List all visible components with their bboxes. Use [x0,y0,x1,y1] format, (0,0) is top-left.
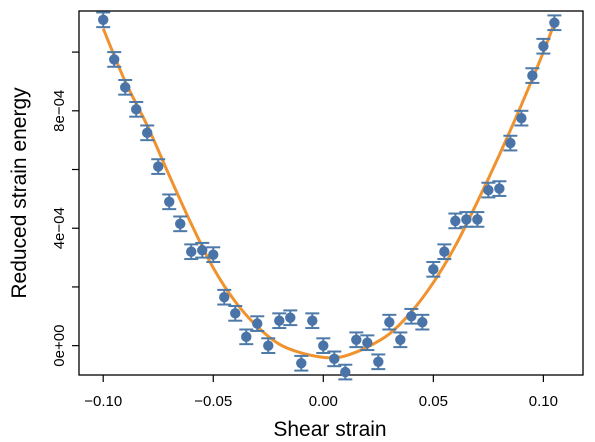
data-point [318,340,329,351]
x-tick-label: 0.05 [419,393,448,410]
data-point [131,104,142,115]
data-point [230,308,241,319]
x-tick-label: −0.05 [194,393,232,410]
data-point [527,70,538,81]
data-point [120,82,131,93]
data-point [109,54,120,65]
data-point [406,311,417,322]
data-point [296,358,307,369]
x-tick-label: 0.00 [309,393,338,410]
error-bars-layer [96,11,562,381]
data-point [483,184,494,196]
data-point [252,318,263,329]
data-point [186,246,197,257]
data-point [538,41,549,52]
data-point [307,315,318,326]
data-point [351,334,362,345]
data-point [428,264,439,275]
data-point [329,353,340,365]
y-tick-label: 0e+00 [51,325,68,367]
data-point [461,214,472,225]
data-point [164,196,175,208]
data-point [208,249,219,260]
data-point [241,331,252,343]
y-tick-label: 8e−04 [51,90,68,132]
data-point [98,14,109,26]
data-point [549,17,560,28]
data-point [263,340,274,351]
y-axis-ticks: 0e+00 4e−04 8e−04 [51,51,79,367]
x-axis-title: Shear strain [273,418,386,441]
plot-frame [78,10,584,376]
y-tick-label: 4e−04 [51,207,68,249]
data-point [219,292,230,303]
data-point [439,246,450,257]
data-point [472,214,483,225]
data-point [175,218,186,230]
data-point [505,137,516,149]
x-axis-ticks: −0.10 −0.05 0.00 0.05 0.10 [84,375,558,410]
data-point [395,334,406,345]
data-point [417,316,428,328]
data-points-layer [98,14,560,378]
x-tick-label: −0.10 [84,393,122,410]
data-point [384,316,395,328]
data-point [274,315,285,326]
data-point [373,356,384,367]
data-point [516,112,527,124]
y-axis-title: Reduced strain energy [8,87,31,299]
data-point [362,337,373,348]
x-tick-label: 0.10 [529,393,558,410]
data-point [340,366,351,378]
data-point [494,183,505,194]
data-point [197,245,208,256]
data-point [285,312,296,323]
data-point [153,161,164,172]
data-point [450,215,461,227]
data-point [142,127,153,139]
plot-border [78,10,584,376]
